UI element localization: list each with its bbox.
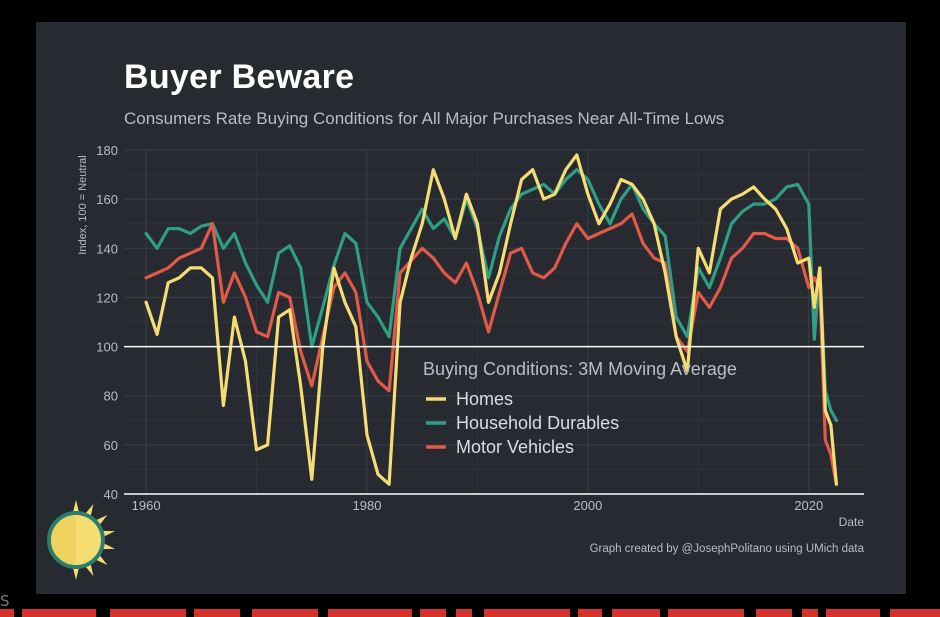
sun-ray xyxy=(101,542,115,550)
strip-segment xyxy=(826,609,880,617)
stray-letter: S xyxy=(0,592,10,610)
chart-subtitle: Consumers Rate Buying Conditions for All… xyxy=(124,109,725,128)
sun-ray xyxy=(101,530,115,538)
sun-ray xyxy=(72,566,80,580)
bottom-strip xyxy=(0,609,940,617)
legend-entry: Homes xyxy=(456,389,513,409)
strip-segment xyxy=(756,609,792,617)
strip-segment xyxy=(668,609,744,617)
chart-panel xyxy=(36,22,906,594)
strip-segment xyxy=(194,609,240,617)
strip-segment xyxy=(22,609,96,617)
y-tick-label: 120 xyxy=(96,290,118,305)
strip-segment xyxy=(890,609,940,617)
strip-segment xyxy=(0,609,14,617)
strip-segment xyxy=(420,609,446,617)
legend-entry: Motor Vehicles xyxy=(456,437,574,457)
x-axis-label: Date xyxy=(839,515,865,529)
chart-title: Buyer Beware xyxy=(124,58,355,96)
strip-segment xyxy=(578,609,602,617)
y-tick-label: 140 xyxy=(96,241,118,256)
chart-caption: Graph created by @JosephPolitano using U… xyxy=(590,543,865,555)
y-tick-label: 160 xyxy=(96,192,118,207)
strip-segment xyxy=(110,609,186,617)
strip-segment xyxy=(456,609,472,617)
strip-segment xyxy=(252,609,318,617)
strip-segment xyxy=(612,609,660,617)
y-tick-label: 80 xyxy=(104,389,118,404)
y-tick-label: 100 xyxy=(96,340,118,355)
y-tick-label: 60 xyxy=(104,438,118,453)
x-tick-label: 2020 xyxy=(794,498,823,513)
legend-entry: Household Durables xyxy=(456,413,619,433)
series-line-household-durables xyxy=(144,168,839,422)
series-line-motor-vehicles xyxy=(144,212,839,486)
legend: Buying Conditions: 3M Moving Average Home… xyxy=(423,359,737,457)
y-axis-label: Index, 100 = Neutral xyxy=(77,155,89,254)
series-line-homes xyxy=(144,153,839,486)
y-tick-label: 180 xyxy=(96,143,118,158)
y-tick-label: 40 xyxy=(104,487,118,502)
strip-segment xyxy=(484,609,570,617)
sun-shade xyxy=(51,515,76,565)
x-tick-label: 2000 xyxy=(573,498,602,513)
legend-title: Buying Conditions: 3M Moving Average xyxy=(423,359,737,379)
sun-ray xyxy=(72,500,80,514)
x-tick-label: 1980 xyxy=(353,498,382,513)
sun-icon xyxy=(47,500,115,580)
strip-segment xyxy=(802,609,818,617)
x-tick-label: 1960 xyxy=(132,498,161,513)
strip-segment xyxy=(328,609,412,617)
